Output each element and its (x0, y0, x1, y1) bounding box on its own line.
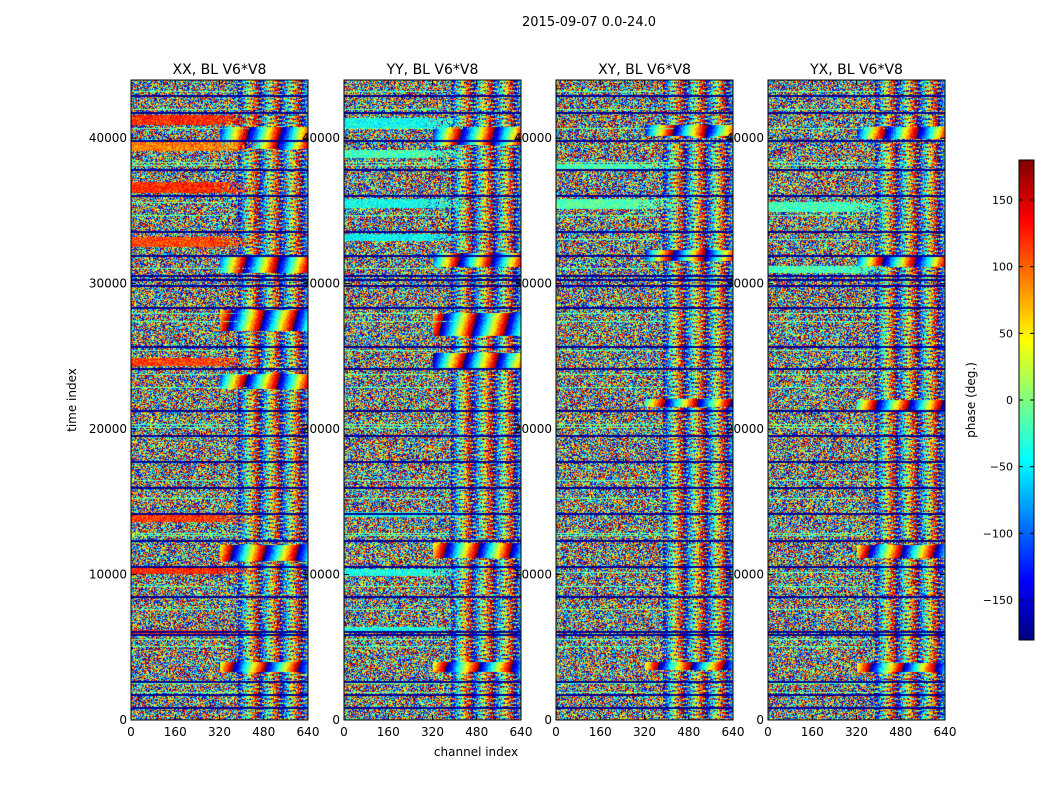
x-tick-label: 480 (889, 725, 912, 739)
y-tick-label: 10000 (302, 568, 340, 582)
y-tick-label: 10000 (514, 568, 552, 582)
panel-4: YX, BL V6*V8 0 160 320 480 640 0 10000 20000 3000… (726, 62, 957, 739)
x-tick-label: 640 (510, 725, 533, 739)
colorbar-label: phase (deg.) (964, 362, 978, 438)
y-tick-label: 40000 (726, 131, 764, 145)
x-tick-label: 640 (297, 725, 320, 739)
x-tick-label: 0 (340, 725, 348, 739)
panel-3: XY, BL V6*V8 0 160 320 480 640 0 10000 20000 3000… (514, 62, 745, 739)
x-tick-label: 320 (633, 725, 656, 739)
panel-title: YY, BL V6*V8 (386, 62, 479, 78)
phase-heatmap-2 (344, 80, 521, 720)
x-tick-label: 160 (164, 725, 187, 739)
figure-suptitle: 2015-09-07 0.0-24.0 (522, 15, 656, 30)
colorbar: −150 −100 −50 0 50 100 150 phase (deg.) (964, 159, 1035, 641)
x-tick-label: 320 (421, 725, 444, 739)
y-tick-label: 0 (544, 713, 552, 727)
colorbar-tick-label: 50 (999, 327, 1013, 340)
y-tick-label: 10000 (89, 568, 127, 582)
y-tick-label: 30000 (514, 277, 552, 291)
y-tick-label: 10000 (726, 568, 764, 582)
x-tick-label: 320 (845, 725, 868, 739)
phase-heatmap-4 (768, 80, 945, 720)
x-tick-label: 480 (252, 725, 275, 739)
y-tick-label: 20000 (514, 422, 552, 436)
y-tick-label: 0 (332, 713, 340, 727)
x-tick-label: 480 (677, 725, 700, 739)
y-axis-label: time index (65, 368, 79, 432)
colorbar-tick-label: −100 (983, 527, 1013, 540)
colorbar-tick-label: 0 (1006, 394, 1013, 407)
x-tick-label: 320 (208, 725, 231, 739)
y-tick-label: 20000 (726, 422, 764, 436)
x-tick-label: 0 (764, 725, 772, 739)
y-tick-label: 0 (756, 713, 764, 727)
x-tick-label: 160 (377, 725, 400, 739)
panel-title: XY, BL V6*V8 (598, 62, 691, 78)
y-tick-label: 30000 (302, 277, 340, 291)
y-tick-label: 40000 (89, 131, 127, 145)
x-tick-label: 640 (722, 725, 745, 739)
y-tick-label: 0 (119, 713, 127, 727)
x-tick-label: 0 (127, 725, 135, 739)
y-tick-label: 20000 (89, 422, 127, 436)
x-tick-label: 160 (589, 725, 612, 739)
y-tick-label: 30000 (89, 277, 127, 291)
x-tick-label: 0 (552, 725, 560, 739)
panels: XX, BL V6*V8 0 160 320 480 640 0 10000 20000 3000… (89, 62, 957, 739)
y-tick-label: 40000 (302, 131, 340, 145)
colorbar-tick-label: −50 (990, 461, 1013, 474)
colorbar-tick-label: 100 (992, 261, 1013, 274)
panel-1: XX, BL V6*V8 0 160 320 480 640 0 10000 20000 3000… (89, 62, 320, 739)
colorbar-tick-label: 150 (992, 194, 1013, 207)
y-tick-label: 20000 (302, 422, 340, 436)
panel-title: YX, BL V6*V8 (809, 62, 903, 78)
x-tick-label: 480 (465, 725, 488, 739)
panel-2: YY, BL V6*V8 0 160 320 480 640 0 10000 20000 3000… (302, 62, 533, 739)
phase-heatmap-3 (556, 80, 733, 720)
colorbar-tick-label: −150 (983, 594, 1013, 607)
y-tick-label: 40000 (514, 131, 552, 145)
phase-heatmap-1 (131, 80, 308, 720)
panel-title: XX, BL V6*V8 (173, 62, 267, 78)
x-tick-label: 640 (934, 725, 957, 739)
x-tick-label: 160 (801, 725, 824, 739)
y-tick-label: 30000 (726, 277, 764, 291)
x-axis-label: channel index (434, 745, 518, 759)
